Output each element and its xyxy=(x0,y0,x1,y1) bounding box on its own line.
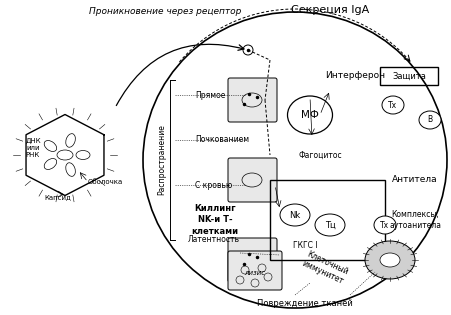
FancyBboxPatch shape xyxy=(228,251,282,290)
Ellipse shape xyxy=(280,204,310,226)
Text: Комплексы,
аутоанитела: Комплексы, аутоанитела xyxy=(389,210,441,230)
Text: Повреждение тканей: Повреждение тканей xyxy=(257,299,353,307)
Text: Латентность: Латентность xyxy=(188,236,240,244)
Text: Фагоцитос: Фагоцитос xyxy=(298,151,342,159)
Text: Распространение: Распространение xyxy=(157,124,166,195)
Bar xyxy=(380,67,438,85)
Text: ГКГС I: ГКГС I xyxy=(293,240,317,249)
Text: Оболочка: Оболочка xyxy=(88,179,123,185)
Text: В: В xyxy=(428,116,433,124)
Text: Секреция IgA: Секреция IgA xyxy=(291,5,369,15)
Text: Почкованием: Почкованием xyxy=(195,135,249,145)
Text: Тц: Тц xyxy=(325,220,336,230)
Ellipse shape xyxy=(380,253,400,267)
Text: Tx: Tx xyxy=(388,100,398,110)
Ellipse shape xyxy=(382,96,404,114)
Ellipse shape xyxy=(315,214,345,236)
Text: Защита: Защита xyxy=(392,72,426,81)
Ellipse shape xyxy=(365,241,415,279)
Text: Клеточный
иммунитет: Клеточный иммунитет xyxy=(300,250,350,286)
Text: Антитела: Антитела xyxy=(392,175,438,185)
Text: Капсид: Капсид xyxy=(45,194,71,200)
Text: Интерферон: Интерферон xyxy=(325,71,385,79)
Ellipse shape xyxy=(287,96,332,134)
FancyBboxPatch shape xyxy=(228,238,277,282)
Text: Tx: Tx xyxy=(381,220,390,230)
Ellipse shape xyxy=(419,111,441,129)
Text: лизис: лизис xyxy=(244,270,266,276)
Text: Nk: Nk xyxy=(290,210,301,220)
Text: ДНК
или
РНК: ДНК или РНК xyxy=(25,138,41,158)
Text: Проникновение через рецептор: Проникновение через рецептор xyxy=(89,8,241,16)
FancyBboxPatch shape xyxy=(228,158,277,202)
Text: МФ: МФ xyxy=(301,110,319,120)
Bar xyxy=(270,180,385,260)
Text: С кровью: С кровью xyxy=(195,180,232,190)
Text: Киллинг
NK-и Т-
клетками: Киллинг NK-и Т- клетками xyxy=(191,204,239,236)
Text: Прямое: Прямое xyxy=(195,90,226,100)
Ellipse shape xyxy=(374,216,396,234)
FancyBboxPatch shape xyxy=(228,78,277,122)
